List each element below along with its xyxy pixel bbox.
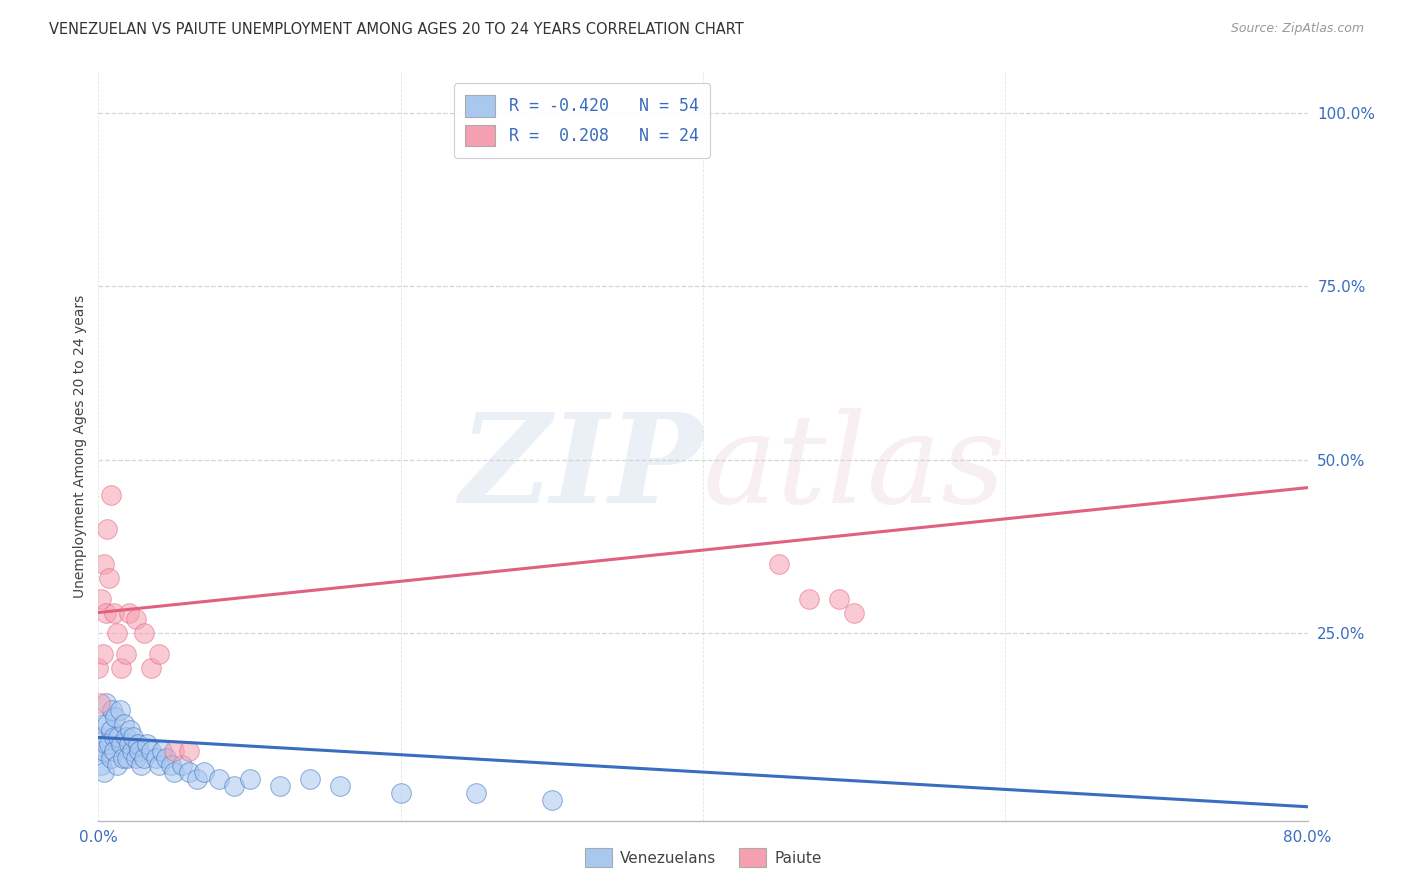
Point [120, 723, 142, 738]
Point [111, 751, 134, 765]
Point [163, 744, 186, 758]
Point [100, 723, 122, 738]
Point [145, 751, 167, 765]
Point [105, 626, 128, 640]
Point [160, 758, 183, 772]
Point [91, 716, 114, 731]
Point [148, 758, 170, 772]
Point [179, 744, 201, 758]
Point [127, 737, 149, 751]
Text: ZIP: ZIP [460, 408, 703, 529]
Point [103, 744, 125, 758]
Point [101, 703, 124, 717]
Point [91, 647, 114, 661]
Point [768, 557, 790, 571]
Point [148, 647, 170, 661]
Point [112, 716, 135, 731]
Point [93, 557, 115, 571]
Point [98, 571, 121, 585]
Point [96, 716, 118, 731]
Point [128, 744, 150, 758]
Point [465, 786, 488, 800]
Point [170, 758, 193, 772]
Point [118, 606, 141, 620]
Point [141, 744, 163, 758]
Point [129, 758, 152, 772]
Legend: Venezuelans, Paiute: Venezuelans, Paiute [578, 842, 828, 873]
Point [89, 696, 111, 710]
Point [110, 661, 132, 675]
Point [844, 606, 866, 620]
Point [89, 731, 111, 745]
Point [96, 522, 118, 536]
Point [132, 626, 155, 640]
Text: VENEZUELAN VS PAIUTE UNEMPLOYMENT AMONG AGES 20 TO 24 YEARS CORRELATION CHART: VENEZUELAN VS PAIUTE UNEMPLOYMENT AMONG … [49, 22, 744, 37]
Point [329, 779, 352, 793]
Point [141, 661, 163, 675]
Point [125, 751, 148, 765]
Point [93, 765, 115, 780]
Point [100, 751, 122, 765]
Point [110, 737, 132, 751]
Point [224, 779, 246, 793]
Point [208, 772, 231, 786]
Point [828, 591, 851, 606]
Point [100, 487, 122, 501]
Point [90, 758, 112, 772]
Point [87, 744, 110, 758]
Point [239, 772, 262, 786]
Point [179, 765, 201, 780]
Point [115, 751, 138, 765]
Point [105, 758, 128, 772]
Point [163, 765, 186, 780]
Point [150, 744, 173, 758]
Point [103, 731, 125, 745]
Point [114, 731, 136, 745]
Point [269, 779, 291, 793]
Point [186, 772, 208, 786]
Point [107, 731, 129, 745]
Point [193, 765, 215, 780]
Point [389, 786, 412, 800]
Point [118, 737, 141, 751]
Text: atlas: atlas [703, 408, 1007, 529]
Point [90, 591, 112, 606]
Point [540, 793, 562, 807]
Point [103, 606, 125, 620]
Point [125, 612, 148, 626]
Point [797, 591, 820, 606]
Point [87, 661, 110, 675]
Point [98, 737, 121, 751]
Point [299, 772, 322, 786]
Point [108, 703, 131, 717]
Point [94, 696, 117, 710]
Point [132, 751, 155, 765]
Point [121, 744, 143, 758]
Point [122, 731, 145, 745]
Y-axis label: Unemployment Among Ages 20 to 24 years: Unemployment Among Ages 20 to 24 years [73, 294, 87, 598]
Point [104, 709, 127, 723]
Point [155, 751, 177, 765]
Point [114, 647, 136, 661]
Point [94, 737, 117, 751]
Text: Source: ZipAtlas.com: Source: ZipAtlas.com [1230, 22, 1364, 36]
Point [135, 737, 157, 751]
Point [93, 744, 115, 758]
Point [94, 606, 117, 620]
